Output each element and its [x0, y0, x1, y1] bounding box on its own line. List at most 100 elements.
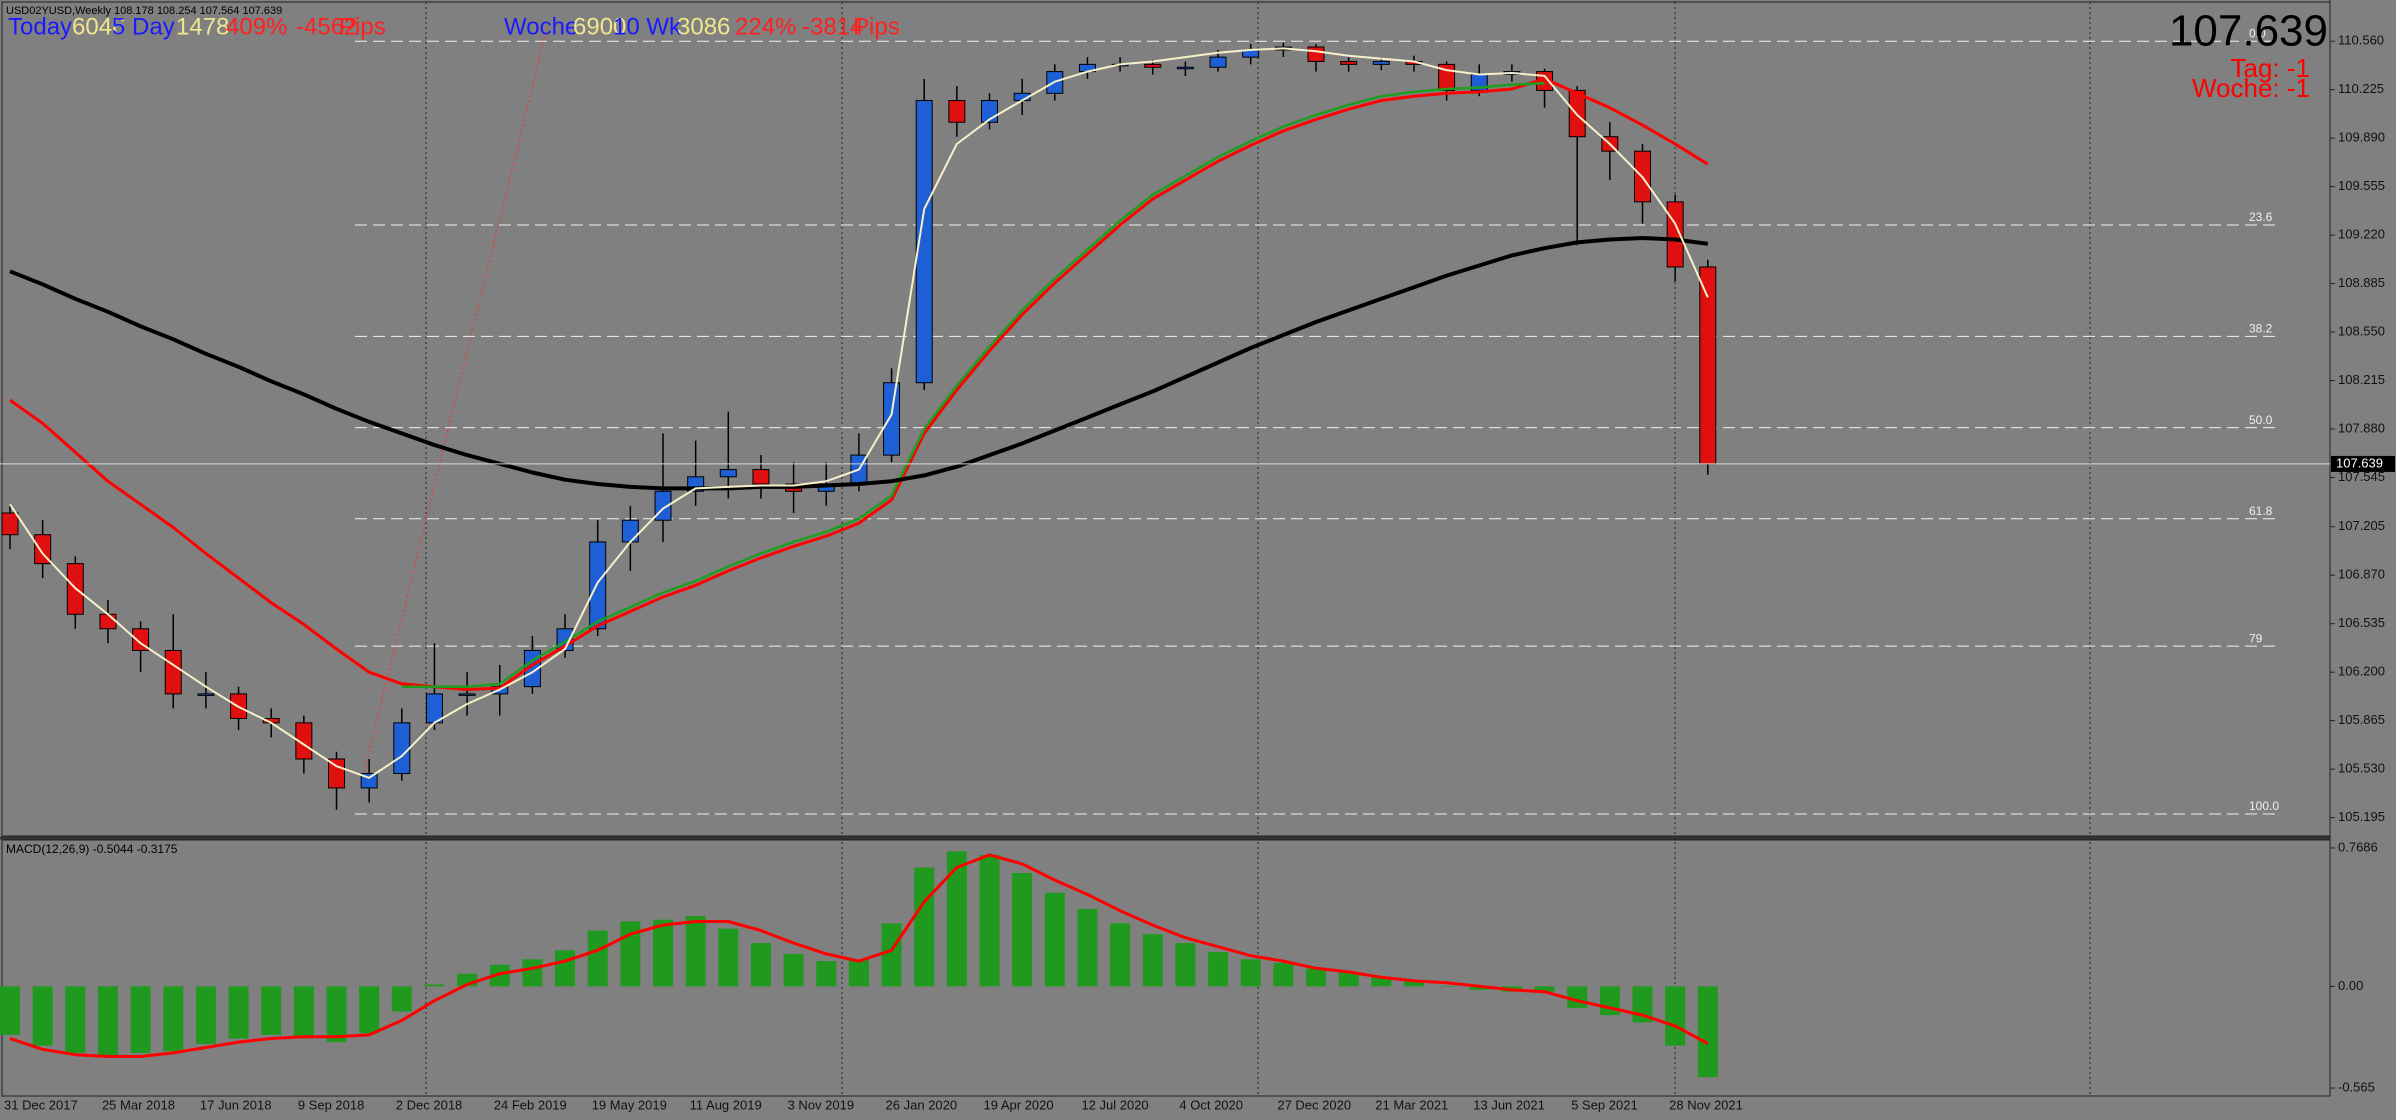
chart-title: USD02YUSD,Weekly 108.178 108.254 107.564… [6, 5, 282, 17]
info-text: Tag: -1 [2231, 53, 2311, 83]
x-tick-label: 28 Nov 2021 [1669, 1097, 1743, 1112]
candle-body [99, 613, 117, 630]
macd-bar [261, 986, 282, 1035]
macd-bar [1338, 971, 1359, 987]
x-tick-label: 25 Mar 2018 [102, 1097, 175, 1112]
macd-bar [946, 851, 967, 987]
y-tick-label: 109.555 [2338, 178, 2385, 193]
stat-text: 3086 [677, 13, 730, 40]
x-tick-label: 26 Jan 2020 [886, 1097, 958, 1112]
macd-bar [130, 986, 151, 1053]
macd-bar [653, 919, 673, 987]
fib-label: 38.2 [2249, 322, 2273, 336]
y-tick-label: 107.545 [2338, 469, 2385, 484]
fib-label: 79 [2249, 631, 2263, 645]
macd-bar [293, 986, 314, 1039]
macd-bar [783, 953, 804, 987]
candle-body [1, 512, 19, 536]
macd-bar [816, 961, 837, 987]
macd-bar [750, 943, 771, 987]
macd-bar [1697, 986, 1718, 1078]
stat-text: 224% [735, 13, 796, 40]
stat-text: Pips [339, 13, 386, 40]
macd-bar [881, 923, 902, 987]
macd-bar [1240, 959, 1261, 987]
current-price-label: 107.639 [2336, 455, 2383, 470]
x-tick-label: 13 Jun 2021 [1473, 1097, 1545, 1112]
period-separators [425, 2, 2091, 1096]
y-tick-label: 105.195 [2338, 809, 2385, 824]
candle-body [883, 382, 901, 456]
macd-bar [0, 986, 20, 1035]
macd-bar [522, 959, 543, 987]
macd-bar [65, 986, 86, 1053]
fib-label: 61.8 [2249, 504, 2273, 518]
macd-bar [228, 986, 249, 1039]
stat-text: 1478 [176, 13, 229, 40]
macd-bar [979, 854, 1000, 987]
macd-bar [1208, 952, 1229, 987]
y-tick-label: 105.530 [2338, 761, 2385, 776]
macd-bar [1142, 934, 1163, 987]
macd-bar [1534, 986, 1555, 992]
y-tick-label: 109.890 [2338, 130, 2385, 145]
stat-text: 6900 [573, 13, 626, 40]
x-tick-label: 24 Feb 2019 [494, 1097, 567, 1112]
x-tick-label: 3 Nov 2019 [788, 1097, 855, 1112]
macd-bar [32, 986, 53, 1046]
stat-text: Today [8, 13, 72, 40]
macd-bar [555, 950, 576, 987]
macd-bar [848, 959, 869, 987]
macd-bar [1012, 872, 1033, 987]
macd-bar [1371, 977, 1392, 987]
macd-bar [1306, 968, 1326, 987]
candle-body [1372, 60, 1390, 65]
current-price-box [2331, 455, 2395, 472]
y-tick-label: 0.7686 [2338, 839, 2378, 854]
y-tick-label: 106.535 [2338, 615, 2385, 630]
y-tick-label: 106.200 [2338, 664, 2385, 679]
x-tick-label: 17 Jun 2018 [200, 1097, 272, 1112]
stat-text: 6046 [72, 13, 125, 40]
candle-body [197, 693, 215, 696]
macd-bar [685, 916, 706, 987]
y-tick-label: 110.225 [2338, 81, 2384, 96]
candle-body [915, 100, 933, 384]
candle-body [719, 469, 737, 478]
x-tick-label: 5 Sep 2021 [1571, 1097, 1638, 1112]
y-tick-label: 107.205 [2338, 518, 2385, 533]
x-tick-label: 21 Mar 2021 [1375, 1097, 1448, 1112]
macd-bar [97, 986, 118, 1057]
macd-bar [195, 986, 216, 1044]
y-tick-label: 107.880 [2338, 420, 2385, 435]
macd-bar [1044, 892, 1065, 987]
moving-average [9, 77, 1709, 691]
y-tick-label: 0.00 [2338, 978, 2363, 993]
stat-text: 10 Wk [613, 13, 682, 40]
macd-bar [1110, 923, 1131, 987]
macd-bar [326, 986, 347, 1043]
x-tick-label: 19 Apr 2020 [984, 1097, 1054, 1112]
y-tick-label: 110.560 [2338, 33, 2384, 48]
macd-bar [359, 986, 380, 1034]
stat-text: Woche [504, 13, 578, 40]
fib-label: 50.0 [2249, 413, 2273, 427]
stat-text: 409% [226, 13, 287, 40]
signal-line [9, 853, 1709, 1058]
x-tick-label: 31 Dec 2017 [4, 1097, 78, 1112]
macd-bar [1175, 943, 1196, 987]
y-tick-label: 108.885 [2338, 275, 2385, 290]
x-tick-label: 9 Sep 2018 [298, 1097, 365, 1112]
candle-body [328, 758, 345, 789]
moving-average [401, 81, 1545, 688]
y-tick-label: 109.220 [2338, 227, 2385, 242]
macd-bar [424, 984, 445, 987]
candle-body [1209, 56, 1227, 68]
candle-body [752, 469, 770, 485]
x-tick-label: 4 Oct 2020 [1179, 1097, 1243, 1112]
y-tick-label: -0.565 [2338, 1079, 2375, 1094]
stat-text: 5 Day [112, 13, 175, 40]
candle-body [1340, 60, 1358, 65]
macd-bar [391, 986, 412, 1012]
